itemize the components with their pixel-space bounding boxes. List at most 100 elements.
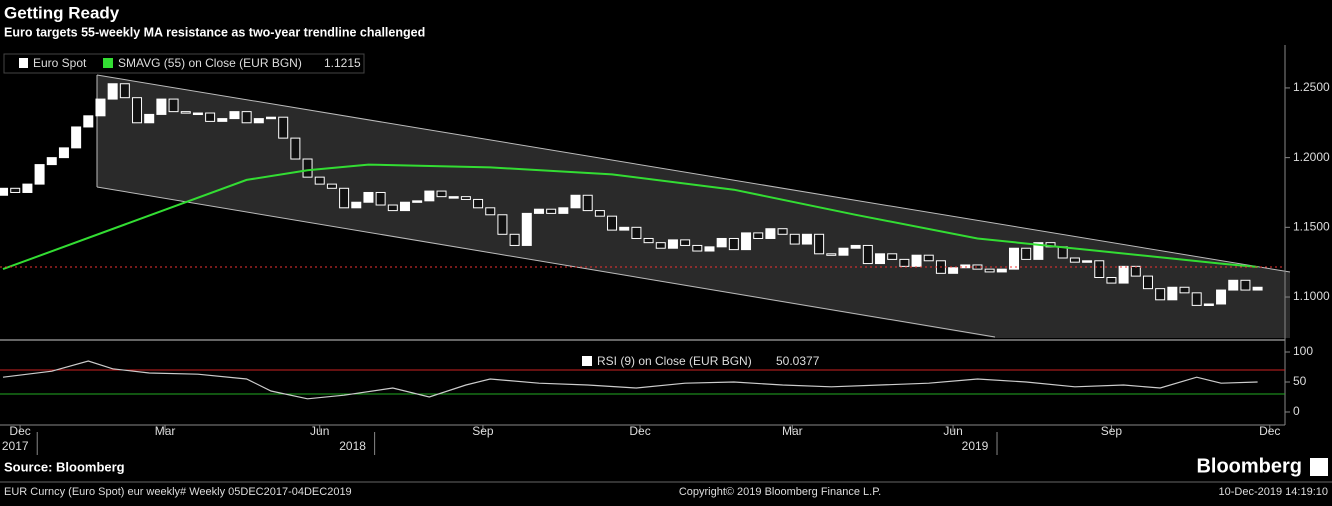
candle-body xyxy=(765,228,776,239)
candle-body xyxy=(10,187,21,193)
footer-right: 10-Dec-2019 14:19:10 xyxy=(1219,486,1328,498)
candle-body xyxy=(692,244,703,252)
candle-body xyxy=(619,226,630,231)
candle-body xyxy=(83,115,94,128)
candle-body xyxy=(1167,286,1178,301)
candle-body xyxy=(95,98,106,117)
candle-body xyxy=(960,264,971,269)
legend-value: 50.0377 xyxy=(776,354,820,368)
candle-body xyxy=(168,98,179,113)
candle-body xyxy=(875,253,886,265)
candle-body xyxy=(290,137,301,160)
candle-body xyxy=(984,268,995,273)
candle-body xyxy=(789,233,800,245)
candle-body xyxy=(107,83,118,100)
legend-swatch xyxy=(103,58,113,68)
candle-body xyxy=(607,215,618,231)
candle-body xyxy=(1142,275,1153,290)
candle-body xyxy=(1191,292,1202,306)
candle-body xyxy=(1130,265,1141,277)
candle-body xyxy=(119,83,130,99)
candle-body xyxy=(460,196,471,200)
x-tick-label: Jun xyxy=(310,424,329,438)
candle-body xyxy=(594,210,605,217)
candle-body xyxy=(351,201,362,209)
candle-body xyxy=(241,111,252,124)
candle-body xyxy=(777,228,788,235)
candle-body xyxy=(217,118,228,122)
candle-body xyxy=(278,116,289,139)
candle-body xyxy=(838,247,849,256)
candle-body xyxy=(850,244,861,249)
candle-body xyxy=(436,190,447,198)
chart-title: Getting Ready xyxy=(4,3,120,22)
candle-body xyxy=(826,253,837,256)
candle-body xyxy=(862,244,873,265)
candle-body xyxy=(302,158,313,178)
legend-box xyxy=(570,352,830,370)
candle-body xyxy=(996,268,1007,273)
y-tick-label: 1.2500 xyxy=(1293,80,1330,94)
x-tick-label: Sep xyxy=(1101,424,1123,438)
x-tick-label: Mar xyxy=(155,424,176,438)
candle-body xyxy=(521,212,532,246)
candle-body xyxy=(667,239,678,249)
candle-body xyxy=(741,232,752,251)
brand: Bloomberg xyxy=(1196,455,1302,477)
candle-body xyxy=(473,198,484,209)
candle-body xyxy=(680,239,691,246)
candle-body xyxy=(266,116,277,120)
legend-label: SMAVG (55) on Close (EUR BGN) xyxy=(118,56,302,70)
brand-icon xyxy=(1310,458,1328,476)
candle-body xyxy=(655,242,666,249)
legend-swatch xyxy=(19,58,28,68)
candle-body xyxy=(582,194,593,212)
candle-body xyxy=(399,201,410,212)
candle-body xyxy=(643,237,654,244)
candle-body xyxy=(923,254,934,262)
legend-box xyxy=(3,53,365,74)
candle-body xyxy=(58,147,69,159)
candle-body xyxy=(180,111,191,114)
year-label: 2017 xyxy=(2,439,29,453)
legend-label: Euro Spot xyxy=(33,56,87,70)
candle-body xyxy=(0,187,9,196)
candle-body xyxy=(570,194,581,209)
candle-body xyxy=(339,187,350,209)
candle-body xyxy=(631,226,642,239)
candle-body xyxy=(753,232,764,239)
candle-body xyxy=(1021,247,1032,260)
y-tick-label: 50 xyxy=(1293,374,1307,388)
candle-body xyxy=(1252,286,1263,291)
candle-body xyxy=(1203,303,1214,306)
candle-body xyxy=(1155,288,1166,301)
candle-body xyxy=(948,267,959,274)
candle-body xyxy=(253,118,264,124)
candle-body xyxy=(229,111,240,120)
candle-body xyxy=(22,183,33,193)
candle-body xyxy=(1216,289,1227,305)
candle-body xyxy=(1179,286,1190,294)
candle-body xyxy=(1094,260,1105,279)
footer-center: Copyright© 2019 Bloomberg Finance L.P. xyxy=(679,486,881,498)
year-label: 2018 xyxy=(339,439,366,453)
x-tick-label: Dec xyxy=(9,424,30,438)
candle-body xyxy=(448,196,459,199)
candle-body xyxy=(34,164,45,185)
sma-line xyxy=(2,163,1258,271)
candle-body xyxy=(132,97,143,124)
x-tick-label: Jun xyxy=(943,424,962,438)
y-tick-label: 100 xyxy=(1293,344,1313,358)
rsi-line xyxy=(2,360,1258,400)
candle-body xyxy=(1106,277,1117,284)
candle-body xyxy=(899,258,910,267)
x-tick-label: Dec xyxy=(1259,424,1280,438)
candle-body xyxy=(704,246,715,252)
candle-body xyxy=(375,191,386,206)
candle-body xyxy=(326,183,337,189)
candle-body xyxy=(314,176,325,185)
candle-body xyxy=(46,157,57,166)
candle-body xyxy=(728,237,739,251)
